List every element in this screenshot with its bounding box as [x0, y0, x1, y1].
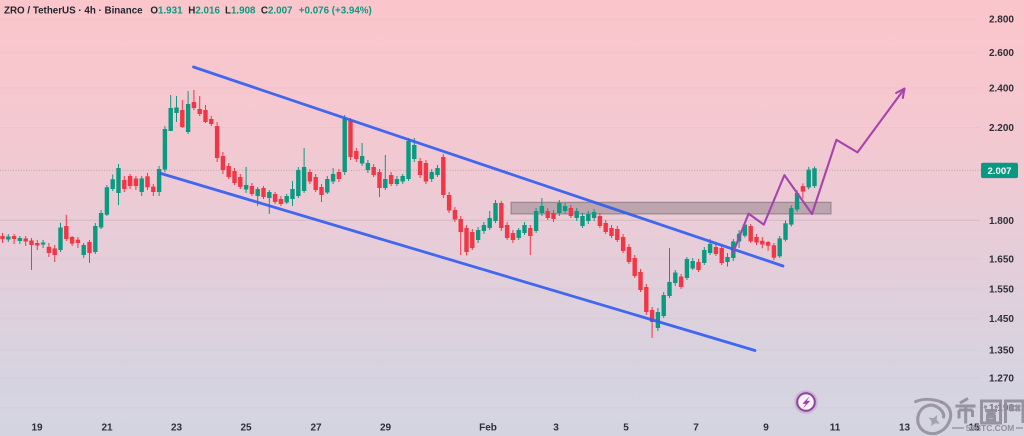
- svg-text:2.007: 2.007: [987, 166, 1011, 177]
- svg-text:58BTC.COM: 58BTC.COM: [966, 423, 1014, 433]
- svg-text:3: 3: [553, 423, 559, 434]
- svg-text:29: 29: [380, 423, 392, 434]
- svg-text:2.400: 2.400: [989, 84, 1014, 95]
- svg-text:Feb: Feb: [479, 423, 497, 434]
- svg-text:9: 9: [763, 423, 769, 434]
- svg-text:2.200: 2.200: [989, 123, 1014, 134]
- svg-text:25: 25: [240, 423, 252, 434]
- svg-text:ZRO / TetherUS · 4h · Binance: ZRO / TetherUS · 4h · Binance: [4, 6, 143, 17]
- svg-text:1.650: 1.650: [989, 255, 1014, 266]
- svg-text:2.600: 2.600: [989, 48, 1014, 59]
- svg-text:13: 13: [899, 423, 911, 434]
- svg-text:1.450: 1.450: [989, 314, 1014, 325]
- svg-text:11: 11: [830, 423, 841, 434]
- svg-text:5: 5: [623, 423, 629, 434]
- svg-text:21: 21: [101, 423, 113, 434]
- svg-text:7: 7: [693, 423, 699, 434]
- svg-text:1.270: 1.270: [989, 374, 1014, 385]
- svg-text:C2.007: C2.007: [261, 6, 293, 17]
- svg-text:19: 19: [31, 423, 43, 434]
- svg-text:2.800: 2.800: [989, 14, 1014, 25]
- svg-text:1.800: 1.800: [989, 216, 1014, 227]
- svg-text:27: 27: [310, 423, 322, 434]
- svg-text:L1.908: L1.908: [225, 6, 256, 17]
- svg-text:23: 23: [171, 423, 183, 434]
- svg-text:H2.016: H2.016: [188, 6, 220, 17]
- svg-text:+0.076 (+3.94%): +0.076 (+3.94%): [299, 6, 372, 17]
- svg-text:1.350: 1.350: [989, 346, 1014, 357]
- svg-text:15: 15: [968, 423, 980, 434]
- svg-text:O1.931: O1.931: [150, 6, 183, 17]
- svg-text:1.550: 1.550: [989, 285, 1014, 296]
